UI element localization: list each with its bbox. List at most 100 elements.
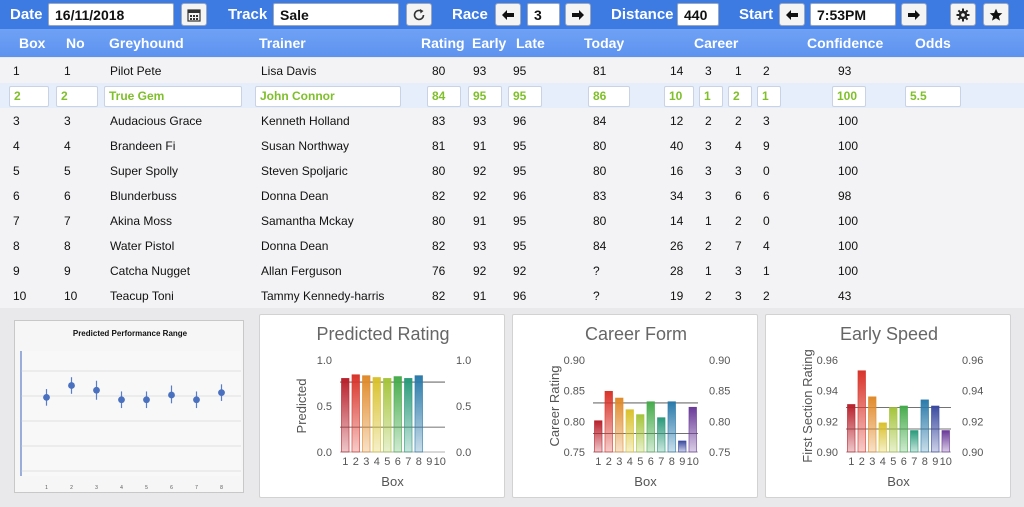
refresh-button[interactable]: [406, 3, 432, 26]
chart-x-tick: 5: [890, 456, 896, 468]
race-next-button[interactable]: [565, 3, 591, 26]
track-field[interactable]: Sale: [273, 3, 399, 26]
chart-bar: [615, 397, 624, 453]
chart-x-tick: 1: [342, 456, 348, 468]
column-header-greyhound[interactable]: Greyhound: [109, 35, 184, 51]
cell-career-starts: 34: [670, 189, 684, 203]
settings-button[interactable]: [950, 3, 976, 26]
cell-no: 1: [64, 64, 71, 78]
cell-career-thirds[interactable]: 1: [757, 86, 781, 107]
cell-today: ?: [593, 289, 600, 303]
cell-career-wins[interactable]: 1: [699, 86, 723, 107]
cell-early: 91: [473, 214, 487, 228]
distance-label: Distance: [611, 6, 674, 23]
table-row[interactable]: 5 5 Super Spolly Steven Spoljaric 80 92 95 80 16…: [0, 158, 1024, 183]
cell-late[interactable]: 95: [508, 86, 542, 107]
column-header-box[interactable]: Box: [19, 35, 46, 51]
chart-x-tick: 2: [70, 485, 73, 491]
chart-x-tick: 3: [616, 456, 622, 468]
cell-career-seconds[interactable]: 2: [728, 86, 752, 107]
chart-x-axis-label: Box: [381, 474, 404, 489]
cell-early: 91: [473, 289, 487, 303]
chart-y-tick-left: 0.75: [564, 447, 585, 459]
table-row[interactable]: 10 10 Teacup Toni Tammy Kennedy-harris 82 91 9…: [0, 283, 1024, 308]
chart-x-tick: 8: [416, 456, 422, 468]
cell-early: 93: [473, 64, 487, 78]
calendar-button[interactable]: [181, 3, 207, 26]
cell-career-wins: 2: [705, 114, 712, 128]
table-row[interactable]: 4 4 Brandeen Fi Susan Northway 81 91 95 80 40 3 4 9…: [0, 133, 1024, 158]
chart-y-tick-right: 0.94: [962, 386, 983, 398]
cell-trainer: Lisa Davis: [261, 64, 317, 78]
race-prev-button[interactable]: [495, 3, 521, 26]
chart-x-tick: 7: [911, 456, 917, 468]
cell-confidence[interactable]: 100: [832, 86, 866, 107]
cell-trainer: Steven Spoljaric: [261, 164, 348, 178]
column-header-confidence[interactable]: Confidence: [807, 35, 884, 51]
cell-today: 80: [593, 139, 607, 153]
cell-career-starts: 12: [670, 114, 684, 128]
table-row[interactable]: 7 7 Akina Moss Samantha Mckay 80 91 95 80 14 1 2 0 1…: [0, 208, 1024, 233]
start-time-field[interactable]: 7:53PM: [810, 3, 896, 26]
cell-career-wins: 3: [705, 139, 712, 153]
start-prev-button[interactable]: [779, 3, 805, 26]
column-header-early[interactable]: Early: [472, 35, 507, 51]
start-next-button[interactable]: [901, 3, 927, 26]
cell-box[interactable]: 2: [9, 86, 49, 107]
cell-greyhound: Catcha Nugget: [110, 264, 191, 278]
cell-rating[interactable]: 84: [427, 86, 461, 107]
cell-career-thirds: 9: [763, 139, 770, 153]
column-header-today[interactable]: Today: [584, 35, 625, 51]
chart-bar: [899, 405, 908, 453]
chart-x-tick: 8: [220, 485, 223, 491]
chart-bar: [636, 414, 645, 453]
chart-x-tick: 5: [384, 456, 390, 468]
cell-box: 5: [13, 164, 20, 178]
chart-x-tick: 4: [627, 456, 633, 468]
cell-confidence: 100: [838, 264, 859, 278]
favorite-button[interactable]: [983, 3, 1009, 26]
cell-greyhound: Water Pistol: [110, 239, 175, 253]
cell-career-seconds: 1: [735, 64, 742, 78]
chart-bar: [931, 405, 940, 453]
chart-bar: [847, 404, 856, 453]
chart-title: Career Form: [585, 324, 687, 344]
table-row[interactable]: 1 1 Pilot Pete Lisa Davis 80 93 95 81 14 3 1 2 93: [0, 58, 1024, 83]
cell-career-seconds: 3: [735, 164, 742, 178]
cell-career-starts: 26: [670, 239, 684, 253]
cell-today[interactable]: 86: [588, 86, 630, 107]
cell-greyhound: Blunderbuss: [110, 189, 177, 203]
cell-career-seconds: 6: [735, 189, 742, 203]
cell-trainer[interactable]: John Connor: [255, 86, 401, 107]
cell-today: 80: [593, 214, 607, 228]
table-row[interactable]: 9 9 Catcha Nugget Allan Ferguson 76 92 92? 28 1 3…: [0, 258, 1024, 283]
cell-late: 95: [513, 214, 527, 228]
date-field[interactable]: 16/11/2018: [48, 3, 174, 26]
table-header: Box No Greyhound Trainer Rating Early La…: [0, 29, 1024, 57]
distance-field[interactable]: 440: [677, 3, 719, 26]
chart-bar: [868, 396, 877, 453]
column-header-late[interactable]: Late: [516, 35, 545, 51]
cell-trainer: Samantha Mckay: [261, 214, 354, 228]
column-header-rating[interactable]: Rating: [421, 35, 465, 51]
cell-career-starts[interactable]: 10: [664, 86, 694, 107]
race-field[interactable]: 3: [527, 3, 560, 26]
table-row[interactable]: 6 6 Blunderbuss Donna Dean 82 92 96 83 34 3 6 6 98: [0, 183, 1024, 208]
cell-no[interactable]: 2: [56, 86, 98, 107]
refresh-icon: [413, 8, 425, 20]
cell-odds[interactable]: 5.5: [905, 86, 961, 107]
cell-trainer: Donna Dean: [261, 239, 329, 253]
column-header-no[interactable]: No: [66, 35, 85, 51]
column-header-career[interactable]: Career: [694, 35, 739, 51]
cell-early[interactable]: 95: [468, 86, 502, 107]
chart-x-tick: 8: [922, 456, 928, 468]
cell-rating: 83: [432, 114, 446, 128]
chart-point: [218, 389, 225, 397]
column-header-odds[interactable]: Odds: [915, 35, 951, 51]
table-row[interactable]: 3 3 Audacious Grace Kenneth Holland 83 93 96 84…: [0, 108, 1024, 133]
chart-bar: [383, 378, 392, 453]
table-row[interactable]: 8 8 Water Pistol Donna Dean 82 93 95 84 26 2 7 4 100: [0, 233, 1024, 258]
cell-greyhound[interactable]: True Gem: [104, 86, 242, 107]
column-header-trainer[interactable]: Trainer: [259, 35, 306, 51]
table-row-selected[interactable]: 2 2 True Gem John Connor 84 95 95 86 10 1 2 1 100 5.5: [0, 83, 1024, 108]
